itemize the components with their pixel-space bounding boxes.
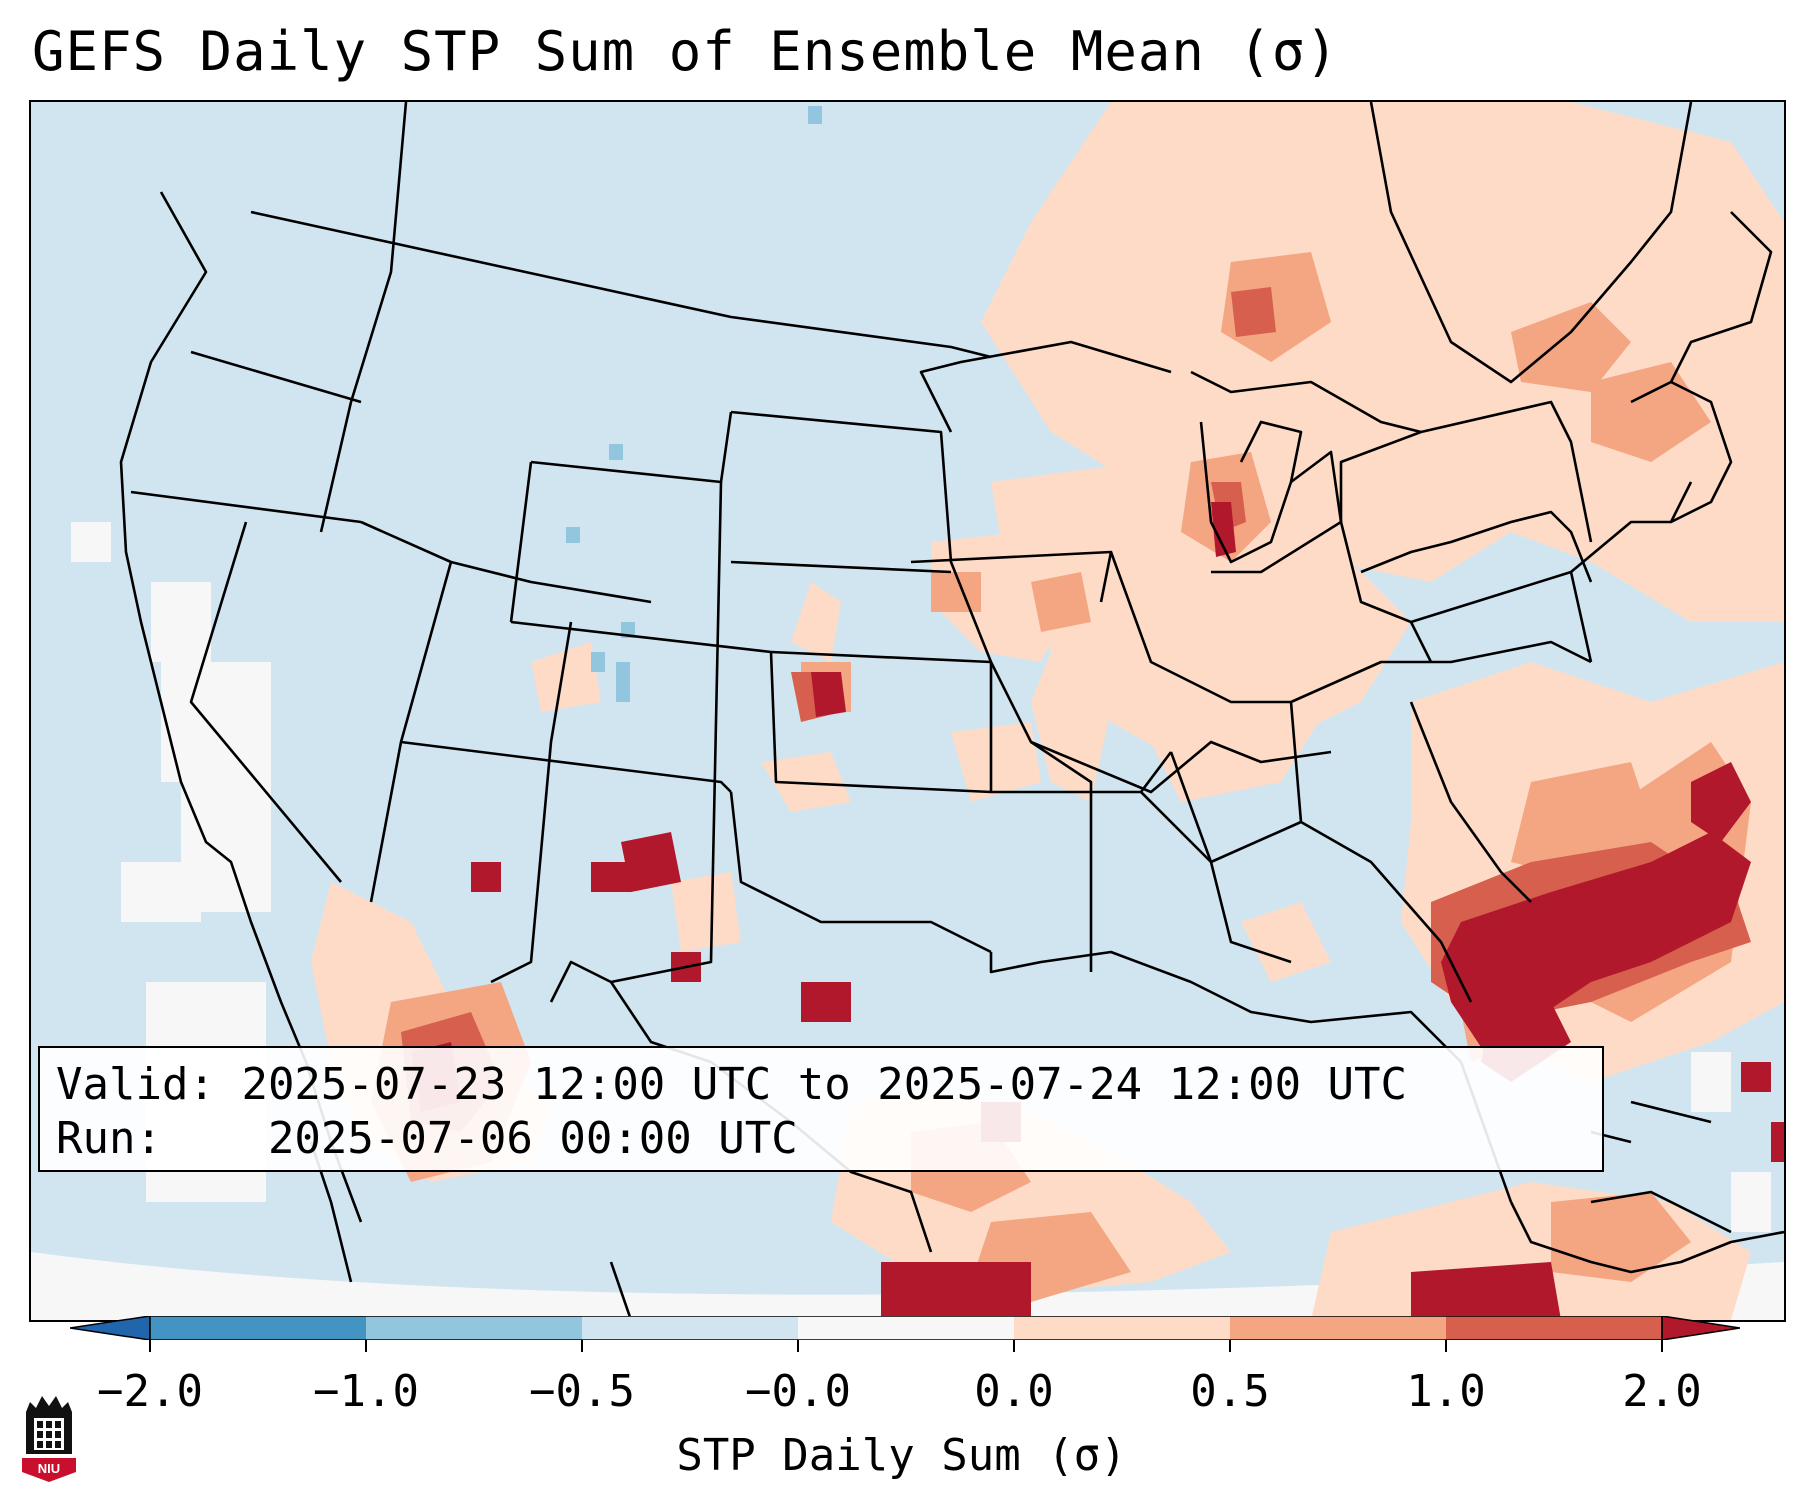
tick-label-3: −0.5: [529, 1366, 635, 1417]
colorbar-segment-1: [150, 1316, 366, 1340]
colorbar-segment-6: [1230, 1316, 1446, 1340]
run-label: Run:: [56, 1113, 162, 1164]
tick-label-5: 0.0: [974, 1366, 1054, 1417]
valid-label: Valid:: [56, 1059, 215, 1110]
valid-time: 2025-07-23 12:00 UTC to 2025-07-24 12:00…: [241, 1059, 1408, 1110]
colorbar-segment-2: [366, 1316, 582, 1340]
colorbar-extend-high: [1661, 1316, 1740, 1340]
stp-field-map: [31, 102, 1784, 1320]
map-panel: [29, 100, 1786, 1322]
negative-field: [566, 106, 822, 702]
colorbar-extend-low: [70, 1316, 151, 1340]
tick-label-1: −2.0: [97, 1366, 203, 1417]
tickmark-4: [797, 1340, 799, 1352]
colorbar: [70, 1316, 1740, 1340]
tickmark-3: [581, 1340, 583, 1352]
niu-logo-icon: NIU: [22, 1396, 76, 1482]
map-title: GEFS Daily STP Sum of Ensemble Mean (σ): [32, 20, 1339, 83]
logo-text: NIU: [38, 1461, 60, 1476]
tick-label-8: 2.0: [1622, 1366, 1702, 1417]
tick-label-7: 1.0: [1406, 1366, 1486, 1417]
colorbar-segment-3: [582, 1316, 798, 1340]
colorbar-label: STP Daily Sum (σ): [676, 1430, 1127, 1481]
colorbar-segment-4: [798, 1316, 1014, 1340]
tickmark-5: [1013, 1340, 1015, 1352]
tickmark-6: [1229, 1340, 1231, 1352]
tick-label-6: 0.5: [1190, 1366, 1270, 1417]
tick-label-2: −1.0: [313, 1366, 419, 1417]
tickmark-1: [149, 1340, 151, 1352]
tickmark-2: [365, 1340, 367, 1352]
colorbar-segment-7: [1446, 1316, 1662, 1340]
tickmark-8: [1661, 1340, 1663, 1352]
tickmark-7: [1445, 1340, 1447, 1352]
run-info-box: Valid: 2025-07-23 12:00 UTC to 2025-07-2…: [38, 1046, 1604, 1172]
colorbar-segment-5: [1014, 1316, 1230, 1340]
tick-label-4: −0.0: [745, 1366, 851, 1417]
run-time: 2025-07-06 00:00 UTC: [267, 1113, 798, 1164]
